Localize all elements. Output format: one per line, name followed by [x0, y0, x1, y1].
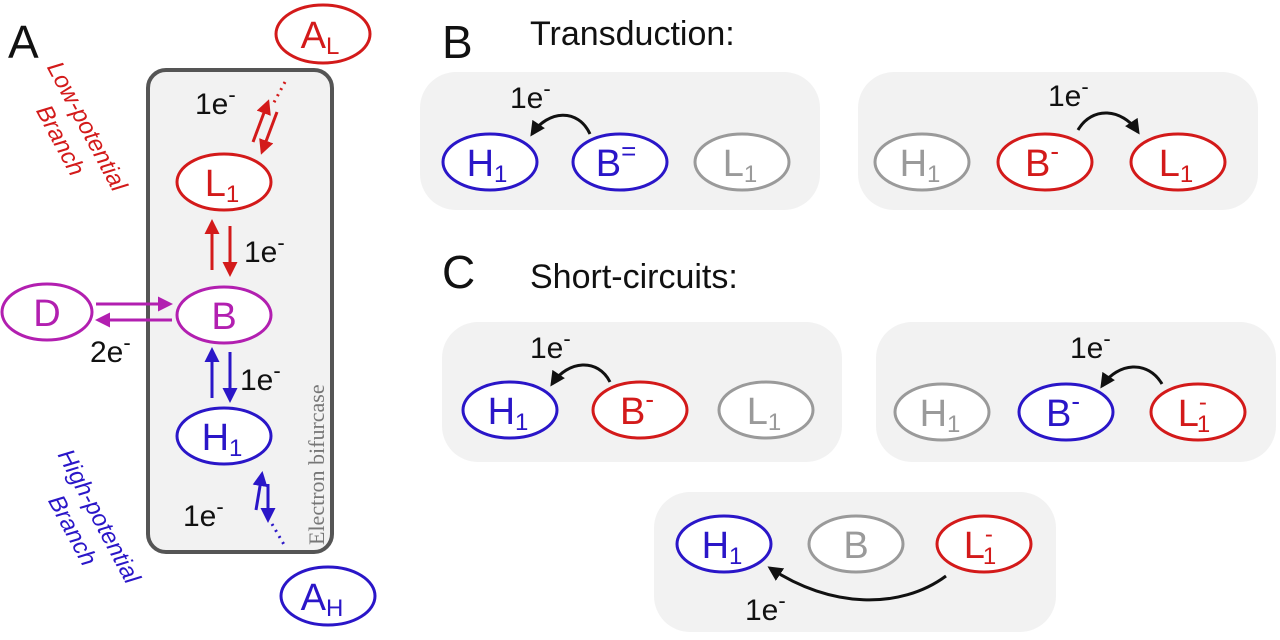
transfer-label-b-h1: 1e- [240, 358, 281, 397]
svg-text:B-: B- [1046, 386, 1080, 435]
short-circuit-right-node-l1: L-1 [1149, 382, 1247, 442]
low-potential-branch-label: Low-potential Branch [30, 57, 132, 196]
short-circuit-left-node-b: B- [591, 380, 689, 440]
transduction-left-arrow [530, 113, 592, 137]
short-circuit-right-arrow [1100, 365, 1164, 389]
node-a-h: AH [279, 565, 377, 627]
node-d: D [0, 282, 94, 342]
svg-text:H1: H1 [467, 143, 508, 188]
short-circuit-left-transfer-label: 1e- [530, 326, 571, 365]
short-circuit-left-arrow [550, 363, 612, 387]
short-circuit-left-node-h1: H1 [461, 380, 559, 440]
transduction-left-transfer-label: 1e- [510, 76, 551, 115]
short-circuit-bottom-node-l1: L-1 [935, 514, 1033, 574]
node-a-l: AL [274, 3, 372, 65]
transduction-left-node-l1: L1 [693, 132, 791, 192]
short-circuit-bottom-node-b: B [807, 514, 905, 574]
short-circuit-right-node-h1: H1 [893, 382, 991, 442]
svg-text:B: B [211, 296, 236, 338]
transduction-right-transfer-label: 1e- [1048, 74, 1089, 113]
dotted-link-top [270, 81, 287, 107]
svg-text:B: B [843, 525, 868, 567]
svg-text:D: D [33, 293, 60, 335]
svg-text:H1: H1 [202, 417, 243, 462]
panel-c-label: C [442, 246, 475, 298]
svg-text:L-1: L-1 [964, 521, 997, 570]
transduction-right-node-b: B- [996, 132, 1094, 192]
short-circuit-right-node-b: B- [1017, 382, 1115, 442]
svg-text:H1: H1 [900, 143, 941, 188]
arrow-top-down [259, 111, 279, 155]
transduction-left-node-h1: H1 [441, 132, 539, 192]
panel-b: B Transduction: H1 B= L1 1e- H1 B- [420, 15, 1258, 210]
svg-text:B=: B= [596, 136, 637, 185]
svg-text:L1: L1 [205, 163, 240, 208]
panel-a-label: A [8, 16, 39, 68]
svg-text:B-: B- [620, 384, 654, 433]
svg-text:B-: B- [1025, 136, 1059, 185]
svg-text:L-1: L-1 [1178, 389, 1211, 438]
panel-a: A Electron bifurcase Low-potential Branc… [0, 3, 377, 627]
svg-text:L1: L1 [747, 391, 782, 436]
short-circuit-bottom-arrow [767, 566, 947, 602]
high-potential-branch-label: High-potential Branch [42, 445, 145, 589]
node-b: B [175, 285, 273, 345]
node-h1: H1 [175, 406, 273, 466]
transfer-label-l1-b: 1e- [244, 230, 285, 269]
svg-text:H1: H1 [488, 391, 529, 436]
arrow-top-up [251, 99, 271, 143]
transfer-label-d-b: 2e- [90, 330, 131, 369]
svg-text:AH: AH [301, 577, 344, 622]
panel-b-title: Transduction: [530, 15, 735, 53]
node-l1: L1 [175, 152, 273, 212]
short-circuit-right-transfer-label: 1e- [1070, 326, 1111, 365]
transduction-left-node-b: B= [571, 132, 669, 192]
transfer-label-bottom: 1e- [183, 494, 224, 533]
svg-text:H1: H1 [702, 525, 743, 570]
transfer-label-top: 1e- [195, 82, 236, 121]
transduction-right-arrow [1076, 111, 1140, 135]
panel-b-label: B [442, 16, 473, 68]
short-circuit-bottom-node-h1: H1 [675, 514, 773, 574]
short-circuit-bottom-transfer-label: 1e- [745, 588, 786, 627]
transduction-right-node-l1: L1 [1129, 132, 1227, 192]
svg-text:H1: H1 [920, 393, 961, 438]
short-circuit-left-node-l1: L1 [717, 380, 815, 440]
svg-text:L1: L1 [723, 143, 758, 188]
svg-text:AL: AL [301, 15, 340, 60]
panel-c-title: Short-circuits: [530, 258, 738, 296]
transduction-right-node-h1: H1 [873, 132, 971, 192]
panel-c: C Short-circuits: H1 B- L1 1e- H1 B- [442, 246, 1276, 632]
svg-text:L1: L1 [1159, 143, 1194, 188]
arrow-bottom-up [252, 471, 268, 511]
electron-bifurcase-label: Electron bifurcase [304, 384, 329, 545]
